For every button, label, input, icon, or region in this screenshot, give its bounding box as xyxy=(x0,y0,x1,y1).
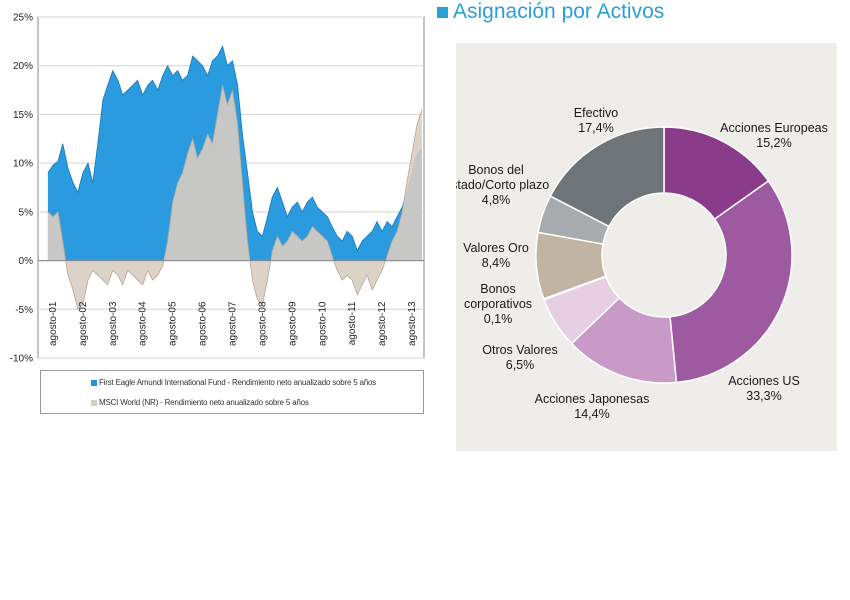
slice-value-label: 4,8% xyxy=(482,193,511,207)
x-tick-label: agosto-05 xyxy=(168,301,179,346)
slice-value-label: 15,2% xyxy=(756,136,791,150)
x-tick-label: agosto-06 xyxy=(198,301,209,346)
x-tick-label: agosto-04 xyxy=(138,301,149,346)
line-chart-axes: 25% 20% 15% 10% 5% 0% -5% -10% agosto-01 agosto-0… xyxy=(10,13,424,365)
title-square-icon xyxy=(437,6,448,18)
legend-label-msci: MSCI World (NR) - Rendimiento neto anual… xyxy=(99,398,309,407)
x-tick-label: agosto-12 xyxy=(377,301,388,346)
slice-value-label: 0,1% xyxy=(484,312,513,326)
performance-chart: 25% 20% 15% 10% 5% 0% -5% -10% agosto-01 agosto-0… xyxy=(10,13,425,365)
slice-value-label: 14,4% xyxy=(574,407,609,421)
legend-swatch-fund xyxy=(91,379,97,386)
x-tick-label: agosto-09 xyxy=(287,301,298,346)
slice-label: Acciones Europeas 15,2% xyxy=(720,121,828,150)
slice-label: Efectivo 17,4% xyxy=(574,106,619,135)
y-tick-label: -10% xyxy=(10,354,33,365)
line-chart-series xyxy=(47,45,423,311)
y-tick-label: 5% xyxy=(19,207,34,218)
slice-label: Otros Valores 6,5% xyxy=(482,343,558,372)
y-tick-label: 10% xyxy=(13,159,33,170)
y-tick-label: 20% xyxy=(13,61,33,72)
x-tick-label: agosto-02 xyxy=(78,301,89,346)
line-chart-legend: First Eagle Amundi International Fund - … xyxy=(40,370,424,414)
x-tick-label: agosto-13 xyxy=(407,301,418,346)
slice-label: Acciones Japonesas 14,4% xyxy=(535,392,650,421)
slice-value-label: 17,4% xyxy=(578,121,613,135)
x-tick-label: agosto-03 xyxy=(108,301,119,346)
legend-label-fund: First Eagle Amundi International Fund - … xyxy=(99,378,377,387)
y-tick-label: 15% xyxy=(13,110,33,121)
y-tick-label: -5% xyxy=(15,305,33,316)
msci-area xyxy=(47,85,422,310)
asset-allocation-title: Asignación por Activos xyxy=(437,0,664,24)
slice-value-label: 6,5% xyxy=(506,358,535,372)
slice-value-label: 8,4% xyxy=(482,256,511,270)
slice-value-label: 33,3% xyxy=(746,389,781,403)
y-tick-label: 25% xyxy=(13,13,33,24)
x-tick-label: agosto-01 xyxy=(48,301,59,346)
legend-swatch-msci xyxy=(91,399,97,406)
x-tick-label: agosto-07 xyxy=(227,301,238,346)
msci-line xyxy=(47,85,423,311)
legend-item-fund: First Eagle Amundi International Fund - … xyxy=(91,378,376,387)
slice-label: Acciones US 33,3% xyxy=(728,374,800,403)
slice-label: Bonos corporativos 0,1% xyxy=(464,282,532,326)
donut-slice xyxy=(669,179,793,384)
fund-line xyxy=(47,45,423,252)
asset-allocation-donut: Acciones Europeas 15,2% Acciones US 33,3% Ac… xyxy=(456,106,828,421)
donut-slice xyxy=(549,126,665,228)
x-tick-label: agosto-10 xyxy=(317,301,328,346)
legend-item-msci: MSCI World (NR) - Rendimiento neto anual… xyxy=(91,398,309,407)
asset-allocation-title-text: Asignación por Activos xyxy=(453,0,665,23)
y-tick-label: 0% xyxy=(19,256,34,267)
x-tick-label: agosto-11 xyxy=(347,301,358,345)
x-tick-label: agosto-08 xyxy=(257,301,268,346)
slice-label: Valores Oro 8,4% xyxy=(463,241,529,270)
